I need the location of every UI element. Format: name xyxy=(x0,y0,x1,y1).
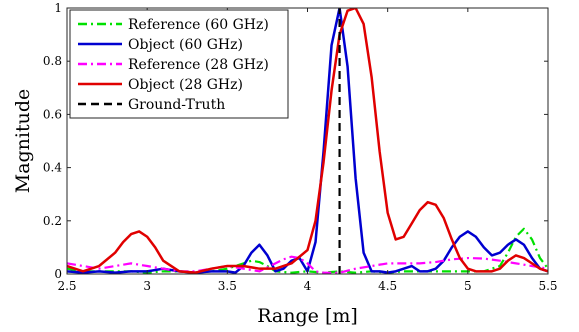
y-tick-label: 0.6 xyxy=(43,107,62,121)
legend: Reference (60 GHz) Object (60 GHz) Referen… xyxy=(69,9,289,119)
series-line-reference-60-ghz xyxy=(67,227,548,274)
x-tick-label: 5 xyxy=(464,279,472,293)
y-tick-label: 0 xyxy=(54,267,62,281)
x-tick-label: 2.5 xyxy=(57,279,76,293)
x-tick-label: 3.5 xyxy=(218,279,237,293)
series-line-object-28-ghz xyxy=(67,8,548,274)
y-tick-label: 0.2 xyxy=(43,214,62,228)
legend-box xyxy=(69,9,289,119)
y-tick-label: 0.4 xyxy=(43,161,62,175)
legend-label-ground-truth: Ground-Truth xyxy=(128,97,225,113)
y-axis-label: Magnitude xyxy=(12,89,34,194)
y-tick-label: 0.8 xyxy=(43,54,62,68)
y-tick-label: 1 xyxy=(54,1,62,15)
legend-label-reference-60-ghz: Reference (60 GHz) xyxy=(128,17,269,33)
legend-label-reference-28-ghz: Reference (28 GHz) xyxy=(128,57,269,73)
legend-label-object-60-ghz: Object (60 GHz) xyxy=(128,37,243,53)
x-tick-label: 3 xyxy=(143,279,151,293)
x-tick-label: 4 xyxy=(304,279,312,293)
legend-label-object-28-ghz: Object (28 GHz) xyxy=(128,77,243,93)
x-tick-label: 5.5 xyxy=(538,279,557,293)
x-tick-label: 4.5 xyxy=(378,279,397,293)
x-axis-label: Range [m] xyxy=(257,305,358,327)
